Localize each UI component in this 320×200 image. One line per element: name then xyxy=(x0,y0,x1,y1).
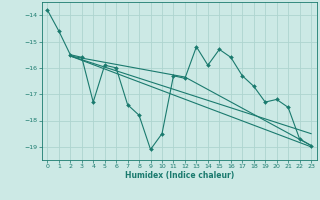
X-axis label: Humidex (Indice chaleur): Humidex (Indice chaleur) xyxy=(124,171,234,180)
